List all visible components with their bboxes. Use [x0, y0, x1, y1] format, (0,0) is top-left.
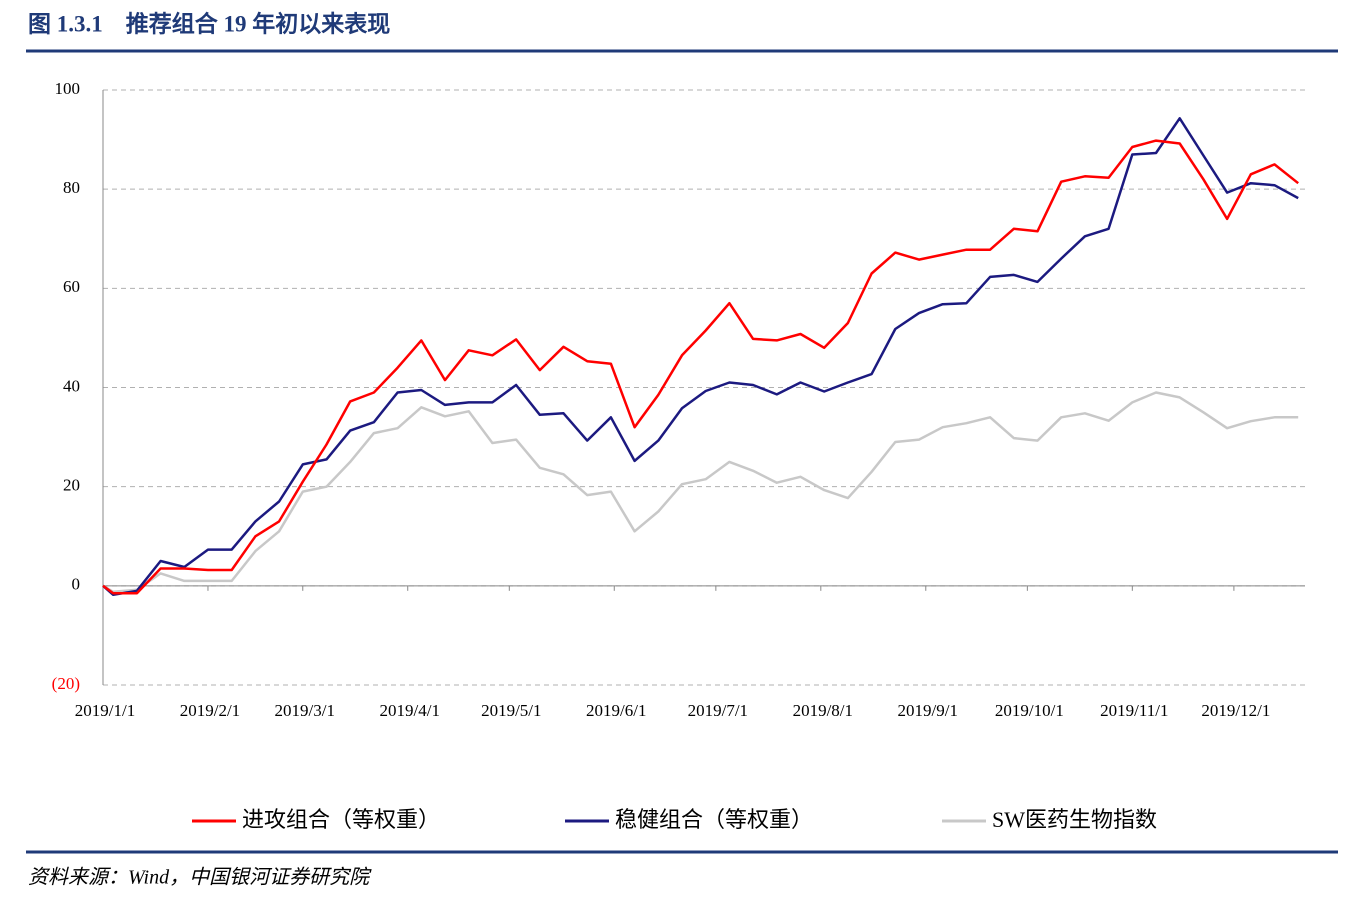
y-tick-label: 100 — [55, 79, 81, 98]
legend-label: 稳健组合（等权重） — [615, 807, 813, 832]
x-tick-label: 2019/1/1 — [75, 701, 135, 720]
x-tick-label: 2019/9/1 — [898, 701, 958, 720]
x-tick-label: 2019/12/1 — [1201, 701, 1270, 720]
y-tick-label: 0 — [72, 575, 81, 594]
legend-label: 进攻组合（等权重） — [242, 807, 440, 832]
x-tick-label: 2019/10/1 — [995, 701, 1064, 720]
chart-title: 图 1.3.1 推荐组合 19 年初以来表现 — [28, 10, 390, 36]
x-tick-label: 2019/8/1 — [793, 701, 853, 720]
x-tick-label: 2019/4/1 — [380, 701, 440, 720]
series-line — [102, 139, 1299, 595]
series-line — [102, 117, 1299, 597]
x-tick-label: 2019/3/1 — [275, 701, 335, 720]
y-tick-label: 60 — [63, 277, 80, 296]
series-line — [102, 391, 1299, 594]
x-tick-label: 2019/11/1 — [1100, 701, 1168, 720]
x-tick-label: 2019/2/1 — [180, 701, 240, 720]
x-tick-label: 2019/5/1 — [481, 701, 541, 720]
x-tick-label: 2019/7/1 — [688, 701, 748, 720]
legend-label: SW医药生物指数 — [992, 807, 1157, 832]
y-tick-label: 80 — [63, 178, 80, 197]
y-tick-label: (20) — [52, 674, 80, 693]
y-tick-label: 20 — [63, 476, 80, 495]
x-tick-label: 2019/6/1 — [586, 701, 646, 720]
source-note: 资料来源：Wind，中国银河证券研究院 — [28, 867, 372, 889]
y-tick-label: 40 — [63, 376, 80, 395]
